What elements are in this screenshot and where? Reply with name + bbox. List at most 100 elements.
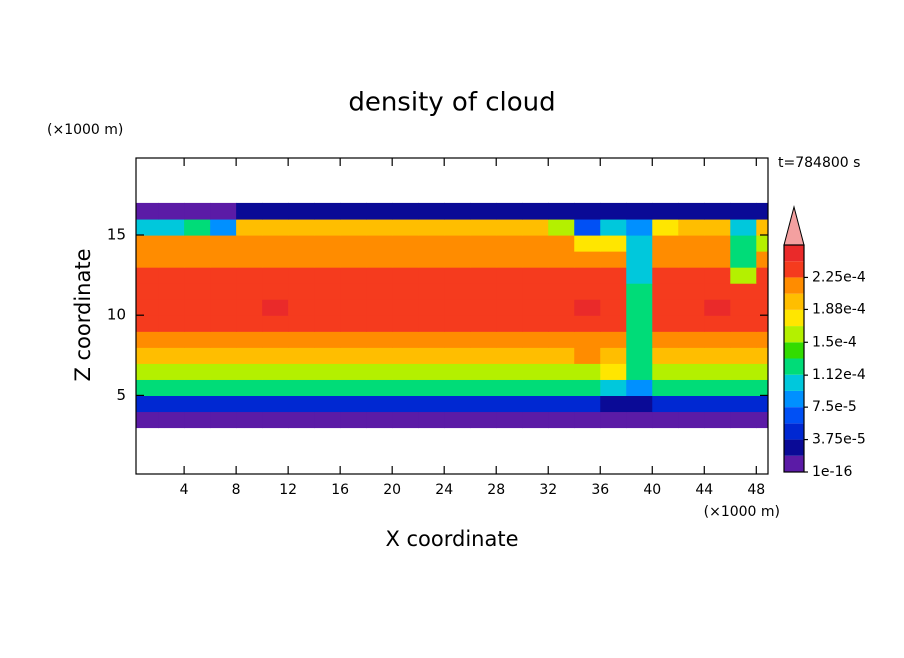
contour-cell bbox=[678, 331, 705, 348]
contour-cell bbox=[210, 283, 237, 300]
contour-cell bbox=[496, 218, 523, 236]
x-tick-label: 44 bbox=[695, 482, 713, 498]
contour-cell bbox=[340, 202, 367, 220]
contour-cell bbox=[158, 218, 185, 236]
contour-cell bbox=[730, 234, 757, 252]
contour-cell bbox=[366, 299, 393, 316]
contour-cell bbox=[184, 283, 211, 300]
contour-cell bbox=[340, 267, 367, 284]
contour-cell bbox=[626, 315, 653, 332]
contour-cell bbox=[600, 251, 627, 268]
contour-cell bbox=[626, 331, 653, 348]
contour-cell bbox=[652, 299, 679, 316]
contour-cell bbox=[626, 395, 653, 413]
colorbar-band bbox=[784, 245, 804, 262]
contour-cell bbox=[730, 267, 757, 284]
contour-cell bbox=[522, 331, 549, 348]
contour-cell bbox=[678, 347, 705, 364]
contour-cell bbox=[496, 395, 523, 413]
x-axis-label: X coordinate bbox=[385, 527, 518, 551]
contour-cell bbox=[522, 218, 549, 236]
contour-cell bbox=[626, 379, 653, 397]
contour-cell bbox=[392, 202, 419, 220]
contour-cell bbox=[574, 299, 601, 316]
contour-cell bbox=[652, 363, 679, 380]
contour-cell bbox=[158, 347, 185, 364]
contour-cell bbox=[366, 283, 393, 300]
contour-cell bbox=[136, 267, 159, 284]
contour-cell bbox=[210, 234, 237, 252]
contour-cell bbox=[262, 202, 289, 220]
contour-cell bbox=[262, 299, 289, 316]
contour-cell bbox=[574, 395, 601, 413]
contour-cell bbox=[522, 363, 549, 380]
contour-cell bbox=[314, 202, 341, 220]
contour-cell bbox=[262, 315, 289, 332]
contour-cell bbox=[314, 251, 341, 268]
contour-cell bbox=[756, 363, 768, 380]
contour-cell bbox=[704, 218, 731, 236]
contour-cell bbox=[522, 202, 549, 220]
contour-cell bbox=[574, 331, 601, 348]
contour-cell bbox=[288, 234, 315, 252]
contour-cell bbox=[366, 218, 393, 236]
contour-cell bbox=[236, 218, 263, 236]
contour-cell bbox=[340, 218, 367, 236]
contour-cell bbox=[392, 315, 419, 332]
contour-cell bbox=[600, 347, 627, 364]
contour-cell bbox=[730, 315, 757, 332]
contour-cell bbox=[548, 299, 575, 316]
contour-cell bbox=[444, 218, 471, 236]
contour-cell bbox=[704, 267, 731, 284]
contour-cell bbox=[158, 251, 185, 268]
contour-cell bbox=[392, 267, 419, 284]
colorbar-extend bbox=[783, 205, 805, 246]
contour-cell bbox=[366, 363, 393, 380]
contour-cell bbox=[392, 395, 419, 413]
contour-cell bbox=[418, 315, 445, 332]
y-tick-label: 5 bbox=[116, 386, 126, 404]
contour-cell bbox=[574, 283, 601, 300]
contour-cell bbox=[340, 363, 367, 380]
contour-cell bbox=[444, 234, 471, 252]
contour-cell bbox=[184, 251, 211, 268]
contour-cell bbox=[136, 395, 159, 413]
contour-cell bbox=[574, 234, 601, 252]
contour-cell bbox=[210, 411, 237, 429]
contour-cell bbox=[522, 234, 549, 252]
contour-cell bbox=[184, 234, 211, 252]
contour-cell bbox=[184, 299, 211, 316]
contour-cell bbox=[288, 395, 315, 413]
contour-cell bbox=[678, 363, 705, 380]
contour-cell bbox=[548, 363, 575, 380]
contour-cell bbox=[136, 331, 159, 348]
contour-cell bbox=[496, 267, 523, 284]
contour-cell bbox=[210, 251, 237, 268]
contour-cell bbox=[600, 411, 627, 429]
contour-cell bbox=[444, 411, 471, 429]
colorbar-band bbox=[784, 358, 804, 375]
contour-cell bbox=[678, 315, 705, 332]
contour-cell bbox=[366, 202, 393, 220]
contour-cell bbox=[756, 331, 768, 348]
contour-cell bbox=[158, 395, 185, 413]
contour-cell bbox=[314, 395, 341, 413]
contour-cell bbox=[184, 395, 211, 413]
contour-cell bbox=[418, 347, 445, 364]
contour-cell bbox=[496, 234, 523, 252]
contour-cell bbox=[236, 315, 263, 332]
contour-cell bbox=[548, 395, 575, 413]
contour-cell bbox=[574, 218, 601, 236]
contour-cell bbox=[288, 363, 315, 380]
contour-cell bbox=[704, 363, 731, 380]
contour-cell bbox=[210, 218, 237, 236]
contour-cell bbox=[470, 331, 497, 348]
contour-cell bbox=[158, 234, 185, 252]
contour-cell bbox=[262, 283, 289, 300]
contour-cell bbox=[626, 347, 653, 364]
y-axis-label: Z coordinate bbox=[71, 248, 95, 381]
contour-cell bbox=[756, 234, 768, 252]
contour-cell bbox=[392, 379, 419, 397]
contour-cell bbox=[522, 395, 549, 413]
contour-cell bbox=[574, 251, 601, 268]
